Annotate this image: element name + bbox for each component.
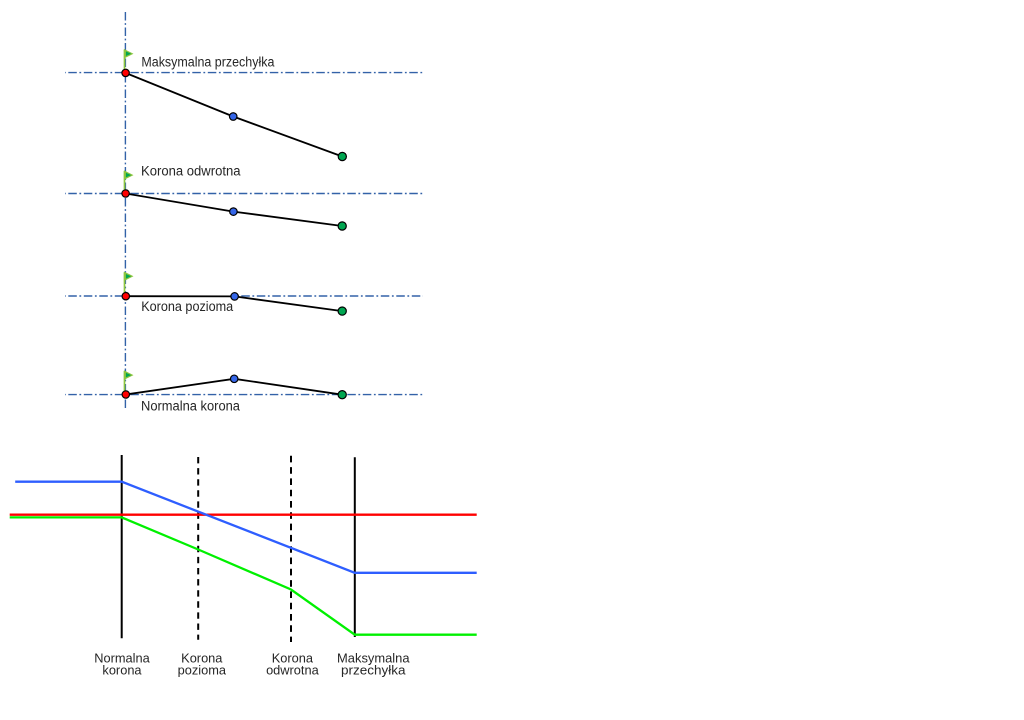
svg-text:odwrotna: odwrotna — [266, 662, 320, 677]
svg-text:pozioma: pozioma — [178, 662, 227, 677]
svg-text:Korona odwrotna: Korona odwrotna — [141, 163, 241, 178]
svg-text:Normalna korona: Normalna korona — [141, 399, 240, 414]
svg-text:Korona pozioma: Korona pozioma — [141, 299, 233, 314]
svg-text:korona: korona — [102, 662, 142, 677]
svg-text:Maksymalna: Maksymalna — [337, 651, 410, 666]
svg-text:Normalna: Normalna — [94, 651, 150, 666]
svg-text:Korona: Korona — [272, 651, 314, 666]
svg-text:Maksymalna przechyłka: Maksymalna przechyłka — [141, 55, 274, 70]
svg-text:przechyłka: przechyłka — [341, 662, 406, 677]
svg-text:Korona: Korona — [181, 651, 223, 666]
